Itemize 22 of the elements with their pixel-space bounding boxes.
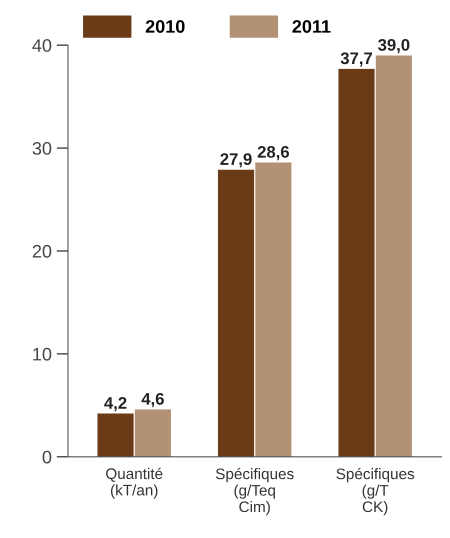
bar xyxy=(255,162,292,457)
data-label: 4,6 xyxy=(142,392,164,408)
bar xyxy=(338,68,375,457)
bar xyxy=(376,55,412,457)
data-label: 28,6 xyxy=(258,146,289,160)
y-tick-label: 20 xyxy=(32,244,52,258)
legend-label: 2010 xyxy=(146,20,185,33)
y-tick-label: 30 xyxy=(32,142,52,155)
x-tick-label: Spécifiques (g/T CK) xyxy=(336,468,414,516)
data-label: 39,0 xyxy=(378,38,410,54)
bar xyxy=(218,170,254,457)
y-tick-label: 40 xyxy=(32,39,52,52)
data-label: 4,2 xyxy=(104,397,126,412)
data-label: 37,7 xyxy=(340,52,372,67)
bar xyxy=(134,409,171,457)
y-tick-label: 0 xyxy=(42,450,52,464)
x-tick-label: Spécifiques (g/Teq Cim) xyxy=(216,468,294,516)
x-tick-label: Quantité (kT/an) xyxy=(106,468,162,499)
bar xyxy=(97,414,134,457)
data-label: 27,9 xyxy=(220,153,252,168)
y-tick-label: 10 xyxy=(33,348,52,361)
legend-label: 2011 xyxy=(292,20,330,33)
